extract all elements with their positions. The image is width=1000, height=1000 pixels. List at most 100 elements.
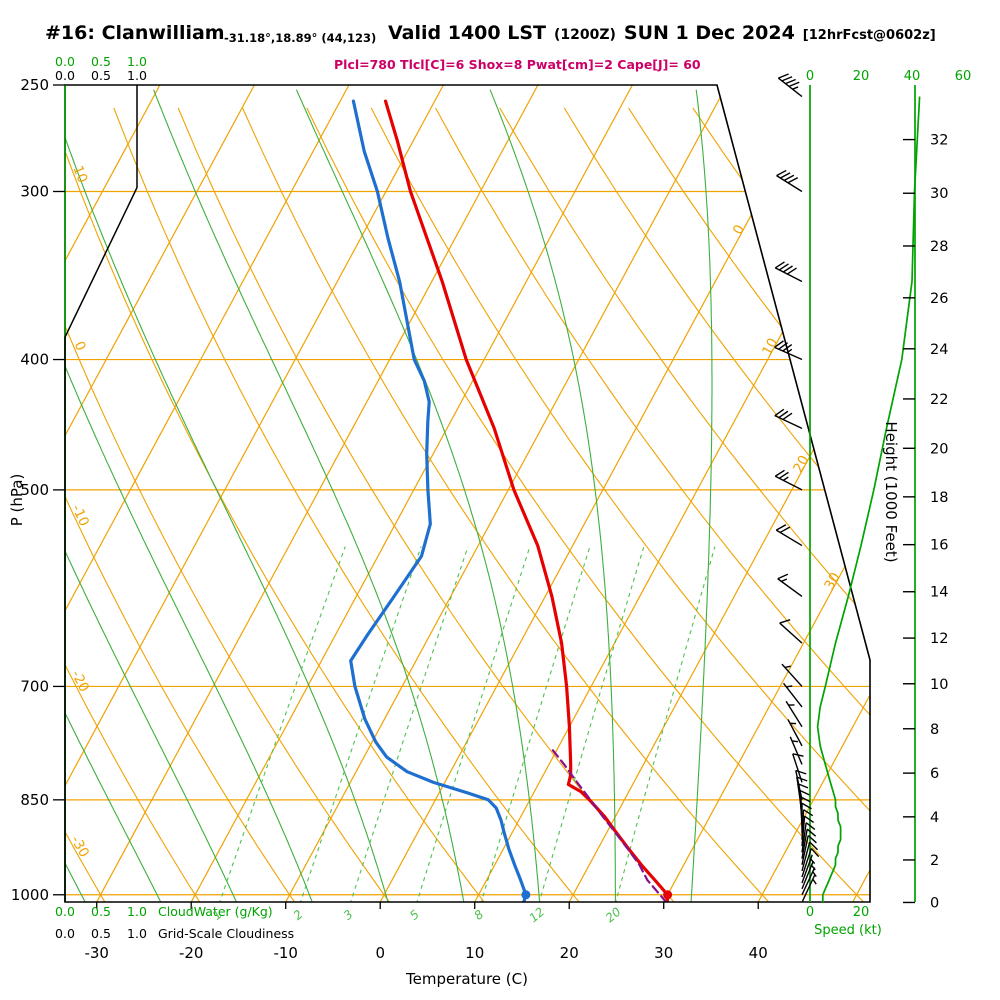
wind-barb-feather [787,176,799,184]
wind-barb [777,573,803,597]
wind-barb-staff [801,848,812,878]
wind-barb-feather [805,822,816,830]
speed-scale-top-value: 60 [955,69,972,84]
wind-barb-feather [779,619,791,624]
height-tick-label: 18 [930,490,948,506]
temp-tick-label: 30 [654,944,673,962]
valid-time-block: Valid 1400 LST (1200Z) SUN 1 Dec 2024 [1… [388,22,936,44]
height-tick-label: 12 [930,631,948,647]
mixing-ratio-label: 5 [407,907,422,923]
height-tick-label: 0 [930,895,939,911]
wind-barb-feather [801,802,812,810]
height-tick-label: 16 [930,538,948,554]
wind-barb [774,469,803,491]
height-tick-label: 10 [930,677,948,693]
parcel-curve [551,748,668,902]
temp-tick-label: -20 [179,944,204,962]
wind-barb [801,874,817,903]
wind-barb [801,815,815,847]
height-tick-label: 14 [930,585,948,601]
wind-barb-feather [810,847,820,858]
surface-temperature-dot [663,890,673,900]
wind-barb [774,340,803,361]
wind-barb-staff [779,622,803,644]
speed-scale-top-value: 40 [904,69,921,84]
wind-barb [785,700,803,728]
wind-barb [801,854,816,884]
dry-adiabat-line [65,107,393,902]
wind-barb-feather [778,410,789,419]
cloudwater-scale-top-value: 0.5 [91,54,111,69]
isotherm-line [65,85,161,902]
speed-axis-label: Speed (kt) [814,923,882,938]
wind-barb-staff [801,828,808,859]
speed-curve [816,96,921,903]
wind-barb-feather [777,573,789,580]
mixing-ratio-line [299,546,422,902]
mixing-ratio-label: 8 [471,907,486,923]
wind-barb [775,524,803,547]
cloudiness-scale-top-value: 0.5 [91,68,111,83]
dry-adiabat-line [628,107,870,902]
wind-barb-feather [780,172,791,179]
height-tick-label: 24 [930,342,948,358]
wind-barb [774,261,803,283]
height-tick-label: 4 [930,810,939,826]
isotherm-line [757,85,870,902]
temp-tick-label: 40 [749,944,768,962]
mixing-ratio-label: 3 [341,907,356,923]
cloudwater-scale-bottom-value: 1.0 [127,904,147,919]
dry-adiabat-label: -20 [68,668,92,695]
isotherm-label: 30 [821,570,843,593]
wind-barb-feather [778,471,789,479]
temp-tick-label: -10 [273,944,298,962]
wind-barb-feather [795,769,807,775]
wind-barb-half-feather [782,476,789,481]
moist-adiabat-line [65,89,314,902]
dry-adiabat-line [499,107,870,902]
height-tick-label: 2 [930,853,939,869]
cloudwater-scale-top-value: 1.0 [127,54,147,69]
wind-barb [782,682,803,708]
moist-adiabat-line [153,89,465,902]
forecast-tag: [12hrFcst@0602z] [802,28,936,43]
surface-dewpoint-dot [521,890,531,900]
dry-adiabat-label: -10 [68,502,92,529]
wind-barb-feather [782,412,793,421]
mixing-ratio-line [349,546,469,902]
moist-adiabat-line [65,89,163,902]
isotherm-label: 10 [759,335,781,358]
wind-barb-feather [785,78,796,85]
wind-barb-half-feather [786,685,793,688]
wind-barb-staff [801,841,811,872]
cloudiness-scale-bottom-value: 0.5 [91,926,111,941]
dry-adiabat-line [306,107,869,902]
wind-barb-half-feather [792,86,799,90]
wind-barb [779,619,803,644]
wind-barb-feather [774,408,785,417]
valid-date: SUN 1 Dec 2024 [623,22,795,44]
moist-adiabat-line [295,89,541,902]
cloudwater-label: CloudWater (g/Kg) [158,904,273,919]
valid-lst: Valid 1400 LST [388,22,546,44]
wind-barb-feather [803,809,814,817]
height-tick-label: 28 [930,239,948,255]
dry-adiabat-label: 0 [71,339,89,353]
speed-scale-top-value: 0 [806,69,814,84]
pressure-tick-label: 850 [20,791,49,809]
dry-adiabat-line [563,107,870,902]
wind-barb-feather [788,81,800,88]
pressure-tick-label: 1000 [11,886,49,904]
mixing-ratio-line [415,546,531,902]
wind-barb-half-feather [784,665,791,669]
wind-barb-staff [801,822,807,853]
cloudwater-scale-bottom-value: 0.0 [55,904,75,919]
wind-barb [801,822,816,853]
wind-barb-staff [801,835,809,865]
wind-barb-feather [779,526,791,534]
dry-adiabat-line [950,108,1000,906]
mixing-ratio-line [218,546,346,902]
dry-adiabat-line [756,107,870,902]
